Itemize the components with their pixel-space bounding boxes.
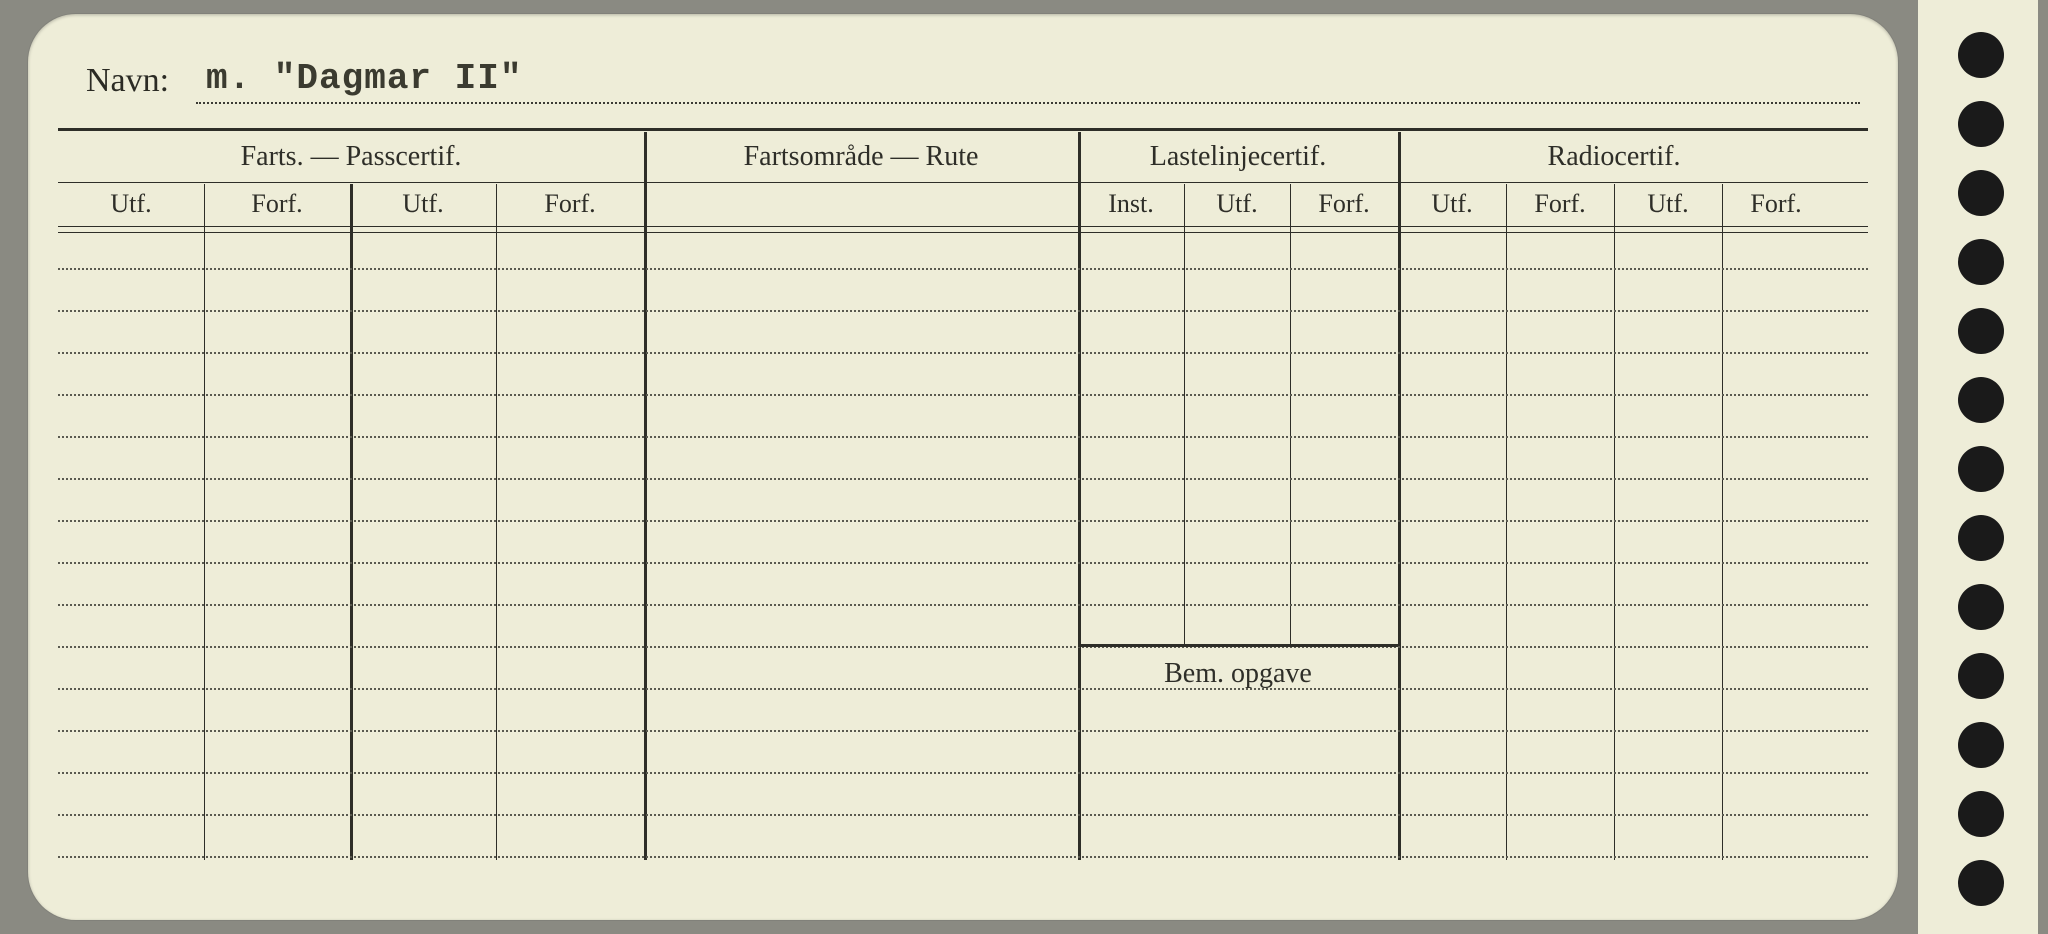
column-header: Forf. — [1290, 184, 1398, 224]
bem-opgave-label: Bem. opgave — [1078, 658, 1398, 690]
section-divider — [1078, 132, 1081, 860]
section-divider — [644, 132, 647, 860]
name-dotted-line — [196, 102, 1860, 104]
column-divider — [1506, 184, 1507, 860]
punch-hole — [1958, 239, 2004, 285]
punch-hole — [1958, 446, 2004, 492]
section-header-radio: Radiocertif. — [1398, 134, 1830, 180]
column-divider — [1614, 184, 1615, 860]
punch-hole — [1958, 377, 2004, 423]
column-divider — [1290, 184, 1291, 644]
column-divider — [204, 184, 205, 860]
table-row — [58, 604, 1868, 606]
column-divider — [1722, 184, 1723, 860]
column-header: Forf. — [1506, 184, 1614, 224]
column-header: Utf. — [1398, 184, 1506, 224]
table-row — [58, 310, 1868, 312]
column-header: Forf. — [496, 184, 644, 224]
table-row — [58, 520, 1868, 522]
punch-hole — [1958, 308, 2004, 354]
punch-hole — [1958, 101, 2004, 147]
subheader-divider-rule-a — [58, 226, 1868, 227]
section-header-farts-pass: Farts. — Passcertif. — [58, 134, 644, 180]
column-header: Utf. — [1614, 184, 1722, 224]
column-divider — [496, 184, 497, 860]
bem-opgave-divider — [1078, 644, 1398, 647]
name-label: Navn: — [86, 62, 169, 100]
table-row — [58, 730, 1868, 732]
section-divider — [1398, 132, 1401, 860]
punch-hole — [1958, 653, 2004, 699]
table-row — [58, 268, 1868, 270]
section-header-fartsomrade: Fartsområde — Rute — [644, 134, 1078, 180]
table-row — [58, 394, 1868, 396]
table-row — [58, 436, 1868, 438]
punch-hole — [1958, 515, 2004, 561]
punch-hole — [1958, 170, 2004, 216]
section-header-lastelinje: Lastelinjecertif. — [1078, 134, 1398, 180]
column-header: Inst. — [1078, 184, 1184, 224]
table-row — [58, 352, 1868, 354]
table-row — [58, 772, 1868, 774]
subheader-divider-rule-b — [58, 232, 1868, 233]
column-divider — [350, 184, 353, 860]
punch-hole — [1958, 32, 2004, 78]
top-thick-rule — [58, 128, 1868, 131]
index-card: Navn: m. "Dagmar II" Farts. — Passcertif… — [28, 14, 1898, 920]
punch-hole-strip — [1918, 0, 2038, 934]
name-field-row: Navn: m. "Dagmar II" — [66, 52, 1860, 110]
table-row — [58, 814, 1868, 816]
punch-hole — [1958, 584, 2004, 630]
column-header: Utf. — [350, 184, 496, 224]
column-header: Forf. — [204, 184, 350, 224]
column-header: Forf. — [1722, 184, 1830, 224]
column-header: Utf. — [58, 184, 204, 224]
table-row — [58, 646, 1868, 648]
header-divider-rule — [58, 182, 1868, 183]
table-row — [58, 856, 1868, 858]
name-value: m. "Dagmar II" — [206, 58, 522, 99]
table-row — [58, 478, 1868, 480]
punch-hole — [1958, 791, 2004, 837]
table-row — [58, 688, 1868, 690]
column-header: Utf. — [1184, 184, 1290, 224]
column-divider — [1184, 184, 1185, 644]
punch-hole — [1958, 860, 2004, 906]
punch-hole — [1958, 722, 2004, 768]
table-row — [58, 562, 1868, 564]
